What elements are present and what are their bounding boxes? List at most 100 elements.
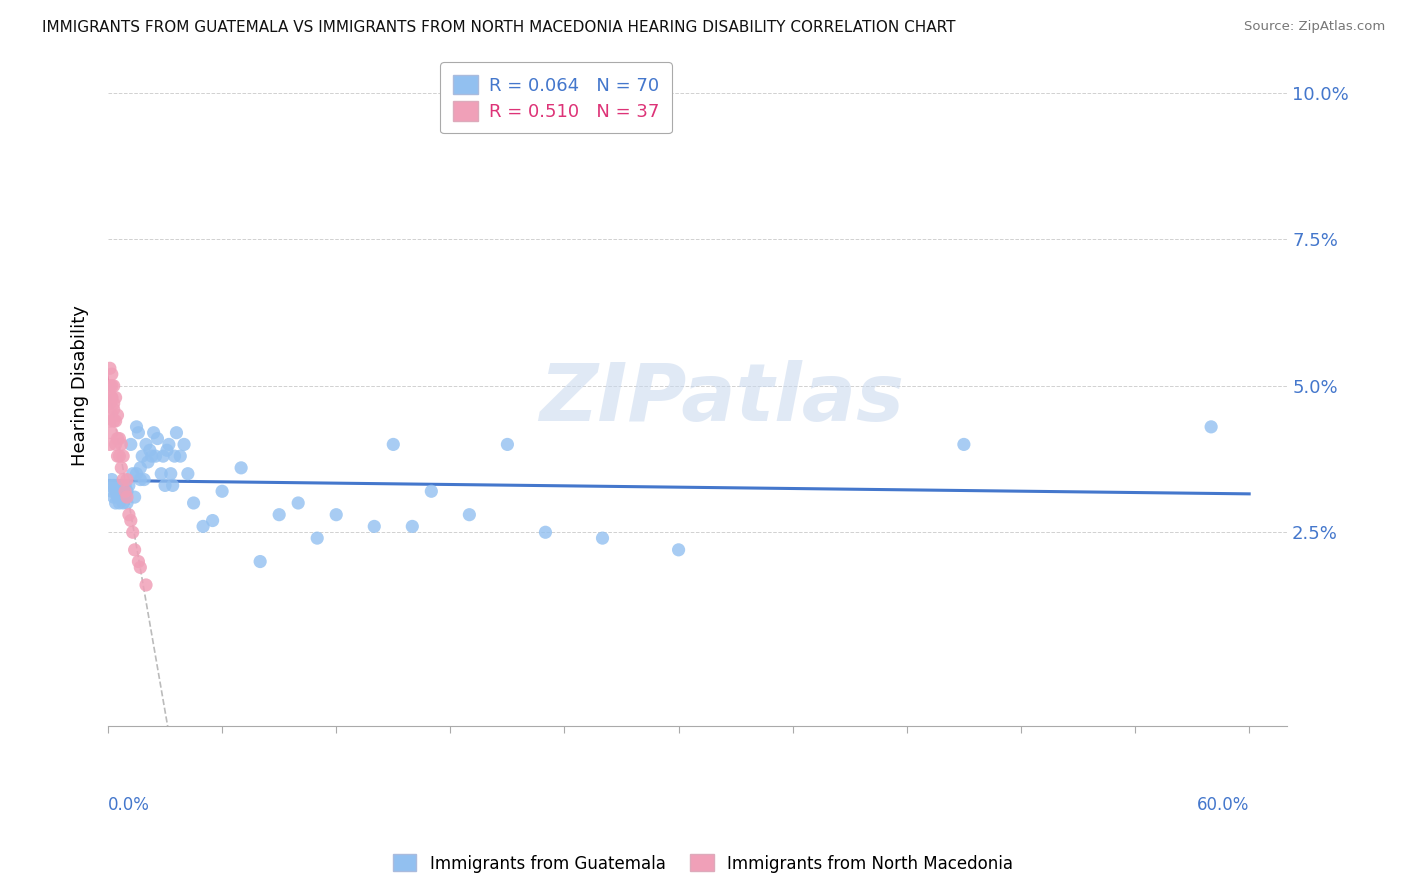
Point — [249, 555, 271, 569]
Point — [107, 432, 129, 446]
Point — [104, 391, 127, 405]
Point — [142, 425, 165, 440]
Point — [150, 467, 173, 481]
Point — [103, 478, 125, 492]
Point — [108, 432, 131, 446]
Point — [115, 496, 138, 510]
Point — [98, 478, 121, 492]
Point — [118, 478, 141, 492]
Point — [110, 490, 132, 504]
Point — [163, 449, 186, 463]
Point — [112, 449, 135, 463]
Point — [103, 414, 125, 428]
Point — [129, 560, 152, 574]
Point — [141, 449, 163, 463]
Point — [153, 478, 176, 492]
Point — [159, 467, 181, 481]
Point — [104, 414, 127, 428]
Point — [104, 496, 127, 510]
Point — [107, 490, 129, 504]
Point — [103, 490, 125, 504]
Point — [118, 508, 141, 522]
Point — [107, 478, 129, 492]
Point — [156, 443, 179, 458]
Point — [592, 531, 614, 545]
Point — [108, 496, 131, 510]
Point — [325, 508, 347, 522]
Point — [112, 484, 135, 499]
Point — [108, 449, 131, 463]
Point — [124, 542, 146, 557]
Point — [101, 391, 124, 405]
Text: 0.0%: 0.0% — [108, 796, 150, 814]
Point — [177, 467, 200, 481]
Point — [135, 437, 157, 451]
Point — [121, 467, 143, 481]
Point — [114, 484, 136, 499]
Point — [101, 473, 124, 487]
Point — [229, 460, 252, 475]
Point — [101, 379, 124, 393]
Point — [115, 484, 138, 499]
Point — [101, 391, 124, 405]
Point — [115, 473, 138, 487]
Text: ZIPatlas: ZIPatlas — [538, 360, 904, 439]
Point — [191, 519, 214, 533]
Point — [104, 437, 127, 451]
Point — [129, 473, 152, 487]
Point — [110, 437, 132, 451]
Point — [127, 425, 149, 440]
Point — [104, 484, 127, 499]
Point — [201, 514, 224, 528]
Point — [125, 467, 148, 481]
Text: IMMIGRANTS FROM GUATEMALA VS IMMIGRANTS FROM NORTH MACEDONIA HEARING DISABILITY : IMMIGRANTS FROM GUATEMALA VS IMMIGRANTS … — [42, 20, 956, 35]
Point — [125, 420, 148, 434]
Point — [101, 408, 124, 422]
Point — [112, 496, 135, 510]
Point — [98, 414, 121, 428]
Point — [103, 402, 125, 417]
Point — [110, 478, 132, 492]
Point — [166, 425, 188, 440]
Point — [269, 508, 291, 522]
Point — [496, 437, 519, 451]
Point — [129, 460, 152, 475]
Point — [420, 484, 443, 499]
Point — [101, 367, 124, 381]
Point — [136, 455, 159, 469]
Point — [107, 449, 129, 463]
Point — [152, 449, 174, 463]
Point — [953, 437, 976, 451]
Point — [103, 379, 125, 393]
Text: 60.0%: 60.0% — [1197, 796, 1249, 814]
Point — [211, 484, 233, 499]
Point — [169, 449, 191, 463]
Point — [363, 519, 385, 533]
Point — [98, 396, 121, 410]
Point — [134, 473, 156, 487]
Point — [382, 437, 405, 451]
Point — [120, 514, 142, 528]
Legend: Immigrants from Guatemala, Immigrants from North Macedonia: Immigrants from Guatemala, Immigrants fr… — [387, 847, 1019, 880]
Point — [1199, 420, 1222, 434]
Point — [127, 555, 149, 569]
Point — [124, 490, 146, 504]
Point — [146, 432, 169, 446]
Point — [98, 361, 121, 376]
Point — [534, 525, 557, 540]
Point — [120, 437, 142, 451]
Point — [108, 484, 131, 499]
Point — [131, 449, 153, 463]
Point — [287, 496, 309, 510]
Point — [114, 478, 136, 492]
Point — [121, 525, 143, 540]
Point — [668, 542, 690, 557]
Point — [157, 437, 180, 451]
Point — [139, 443, 162, 458]
Point — [183, 496, 205, 510]
Point — [101, 484, 124, 499]
Point — [135, 578, 157, 592]
Y-axis label: Hearing Disability: Hearing Disability — [72, 305, 89, 467]
Point — [145, 449, 167, 463]
Point — [107, 408, 129, 422]
